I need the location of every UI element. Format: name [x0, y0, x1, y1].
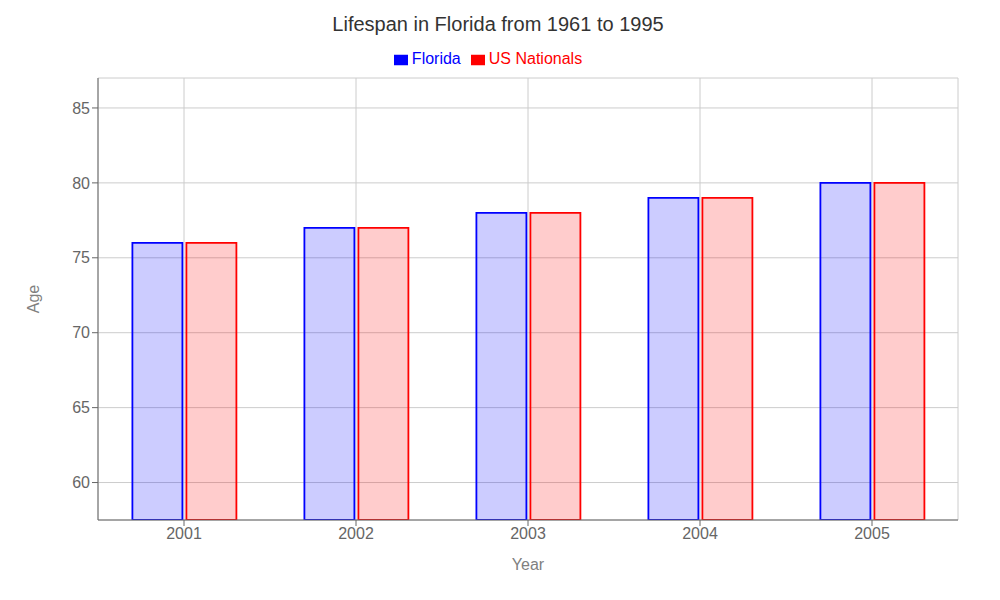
svg-text:70: 70 [72, 324, 90, 341]
svg-text:Year: Year [512, 556, 545, 573]
svg-text:Age: Age [25, 285, 42, 314]
svg-text:75: 75 [72, 249, 90, 266]
svg-text:2002: 2002 [338, 525, 374, 542]
html-text:US Nationals: US Nationals [488, 50, 583, 67]
svg-text:60: 60 [72, 474, 90, 491]
svg-text:2001: 2001 [166, 525, 202, 542]
svg-text:2005: 2005 [854, 525, 890, 542]
html-text:Lifespan in Florida from 1961: Lifespan in Florida from 1961 to 1995 [332, 13, 664, 35]
svg-text:2004: 2004 [682, 525, 718, 542]
svg-text:80: 80 [72, 175, 90, 192]
svg-text:2003: 2003 [510, 525, 546, 542]
svg-text:65: 65 [72, 399, 90, 416]
svg-text:85: 85 [72, 100, 90, 117]
html-text:Florida: Florida [411, 50, 461, 67]
